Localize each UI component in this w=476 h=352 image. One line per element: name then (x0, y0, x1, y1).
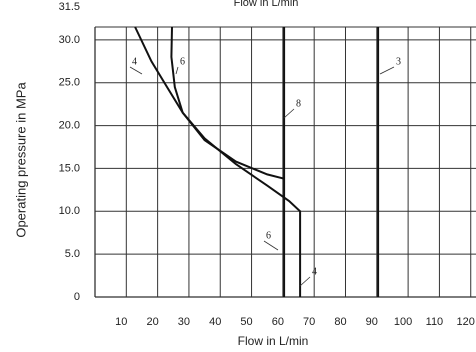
x-tick-label: 50 (240, 316, 252, 328)
leader (129, 66, 143, 75)
y-tick-label: 10.0 (59, 205, 80, 217)
curve (134, 26, 302, 297)
y-tick-label: 15.0 (59, 162, 80, 174)
x-tick-label: 10 (115, 316, 127, 328)
x-tick-label: 20 (146, 316, 158, 328)
curve (170, 26, 285, 180)
annotation: 4 (312, 266, 317, 277)
x-axis-label: Flow in L/min (238, 334, 309, 348)
x-tick-label: 60 (272, 316, 284, 328)
x-tick-label: 90 (366, 316, 378, 328)
leader (299, 276, 311, 287)
y-axis-label: Operating pressure in MPa (13, 82, 28, 238)
leader (283, 108, 295, 119)
leader (379, 66, 395, 75)
chart-title: Flow in L/min (234, 0, 299, 9)
x-tick-label: 100 (394, 316, 412, 328)
x-tick-label: 110 (426, 316, 444, 328)
leader (263, 240, 279, 251)
annotation: 3 (396, 56, 401, 67)
y-tick-label: 20.0 (59, 119, 80, 131)
y-tick-label: 31.5 (59, 1, 80, 13)
y-tick-label: 25.0 (59, 77, 80, 89)
x-tick-label: 120 (457, 316, 475, 328)
y-tick-label: 0 (74, 291, 80, 303)
leader (175, 66, 179, 75)
annotation: 8 (296, 98, 301, 109)
x-tick-label: 30 (178, 316, 190, 328)
x-tick-label: 40 (209, 316, 221, 328)
y-tick-label: 30.0 (59, 34, 80, 46)
x-tick-label: 80 (334, 316, 346, 328)
x-tick-label: 70 (303, 316, 315, 328)
y-tick-label: 5.0 (65, 248, 80, 260)
annotation: 4 (132, 56, 137, 67)
annotation: 6 (266, 230, 271, 241)
annotation: 6 (180, 56, 185, 67)
